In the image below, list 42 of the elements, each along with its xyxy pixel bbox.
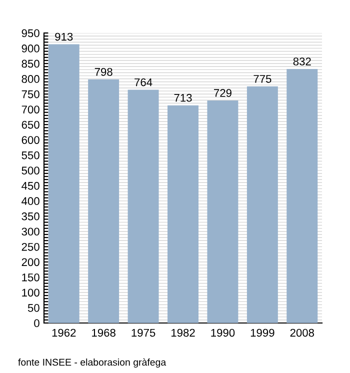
y-tick-label: 750 xyxy=(22,90,40,98)
y-tick-label: 100 xyxy=(22,288,40,297)
bar xyxy=(246,86,278,323)
x-tick-label: 1962 xyxy=(52,328,76,337)
x-tick-label: 1968 xyxy=(92,328,116,337)
y-tick-label: 550 xyxy=(22,151,40,160)
source-note: fonte INSEE - elaborasion gràfega xyxy=(18,358,166,368)
y-tick-label: 650 xyxy=(22,120,40,129)
y-tick-label: 450 xyxy=(22,182,40,190)
bar xyxy=(48,44,80,323)
bar xyxy=(286,69,318,323)
y-tick-label: 400 xyxy=(22,197,40,206)
data-label: 913 xyxy=(55,32,73,41)
y-tick-label: 350 xyxy=(22,212,40,220)
x-tick-label: 1990 xyxy=(211,328,235,337)
data-label: 832 xyxy=(293,58,311,66)
y-tick-label: 300 xyxy=(22,228,40,236)
y-tick-label: 250 xyxy=(22,242,40,251)
bar xyxy=(168,105,198,323)
x-tick-label: 1999 xyxy=(250,328,274,337)
y-tick-label: 700 xyxy=(22,106,40,114)
data-label: 764 xyxy=(134,78,152,86)
data-label: 775 xyxy=(254,75,272,83)
bar xyxy=(128,90,159,323)
y-tick-label: 50 xyxy=(28,304,40,312)
y-tick-label: 0 xyxy=(34,319,40,328)
y-tick-label: 800 xyxy=(22,75,40,83)
bar xyxy=(88,79,120,323)
data-label: 713 xyxy=(174,94,192,102)
bar xyxy=(207,100,238,323)
y-tick-label: 600 xyxy=(22,136,40,144)
y-tick-label: 950 xyxy=(22,29,40,38)
y-tick-label: 500 xyxy=(22,166,40,175)
data-label: 798 xyxy=(94,68,112,76)
y-tick-label: 150 xyxy=(22,273,40,282)
x-tick-label: 2008 xyxy=(290,328,314,337)
x-tick-label: 1975 xyxy=(132,328,156,337)
y-tick-label: 200 xyxy=(22,258,40,266)
x-tick-label: 1982 xyxy=(171,328,195,337)
y-tick-label: 900 xyxy=(22,44,40,52)
y-tick-label: 850 xyxy=(22,60,40,68)
data-label: 729 xyxy=(214,89,232,97)
